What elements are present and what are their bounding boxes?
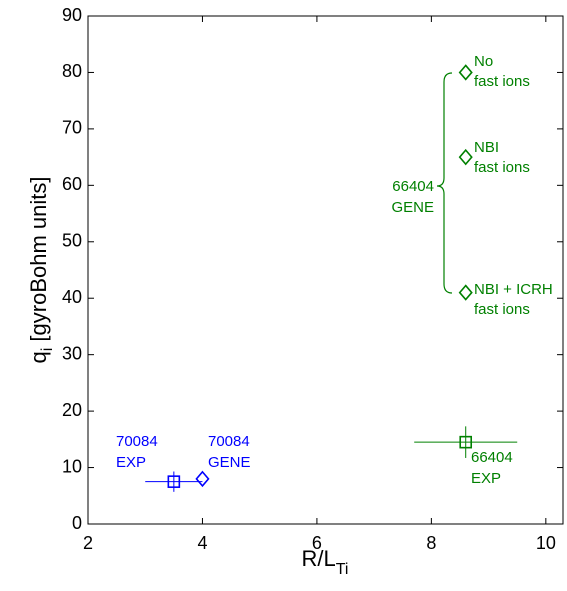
annotation: EXP xyxy=(471,470,501,487)
x-axis-label-main: R/L xyxy=(302,546,336,571)
annotation: 70084 xyxy=(116,433,158,450)
diamond-marker xyxy=(458,64,473,81)
x-axis-label: R/LTi xyxy=(302,546,349,578)
x-tick-label: 10 xyxy=(536,533,556,553)
annotation: fast ions xyxy=(474,73,530,90)
annotation: GENE xyxy=(391,199,434,216)
y-tick-label: 0 xyxy=(72,513,82,533)
annotation: NBI + ICRH xyxy=(474,281,553,298)
annotation: 66404 xyxy=(392,178,434,195)
y-tick-label: 20 xyxy=(62,400,82,420)
x-tick-label: 8 xyxy=(426,533,436,553)
y-tick-label: 10 xyxy=(62,456,82,476)
annotation: No xyxy=(474,53,493,70)
y-tick-label: 90 xyxy=(62,5,82,25)
annotation: 70084 xyxy=(208,433,250,450)
annotation: fast ions xyxy=(474,159,530,176)
square-marker xyxy=(459,435,473,449)
diamond-marker xyxy=(195,470,210,488)
y-axis-label-sub: i xyxy=(39,348,56,352)
x-axis-label-sub: Ti xyxy=(336,561,349,578)
y-tick-label: 60 xyxy=(62,174,82,194)
x-tick-label: 4 xyxy=(197,533,207,553)
annotation: GENE xyxy=(208,454,251,471)
y-tick-label: 40 xyxy=(62,287,82,307)
plot-frame xyxy=(87,15,564,525)
y-tick-label: 50 xyxy=(62,231,82,251)
y-axis-label: qi [gyroBohm units] xyxy=(26,177,56,364)
y-axis-label-rest: [gyroBohm units] xyxy=(26,177,51,348)
x-tick-label: 6 xyxy=(312,533,322,553)
annotation: NBI xyxy=(474,139,499,156)
diamond-marker xyxy=(458,284,473,301)
y-tick-label: 70 xyxy=(62,118,82,138)
brace xyxy=(436,72,453,294)
y-tick-label: 80 xyxy=(62,61,82,81)
x-tick-label: 2 xyxy=(83,533,93,553)
y-axis-label-main: q xyxy=(26,351,51,363)
y-tick-label: 30 xyxy=(62,343,82,363)
square-marker xyxy=(167,475,181,488)
annotation: EXP xyxy=(116,454,146,471)
annotation: fast ions xyxy=(474,301,530,318)
diamond-marker xyxy=(458,148,473,166)
annotation: 66404 xyxy=(471,449,513,466)
